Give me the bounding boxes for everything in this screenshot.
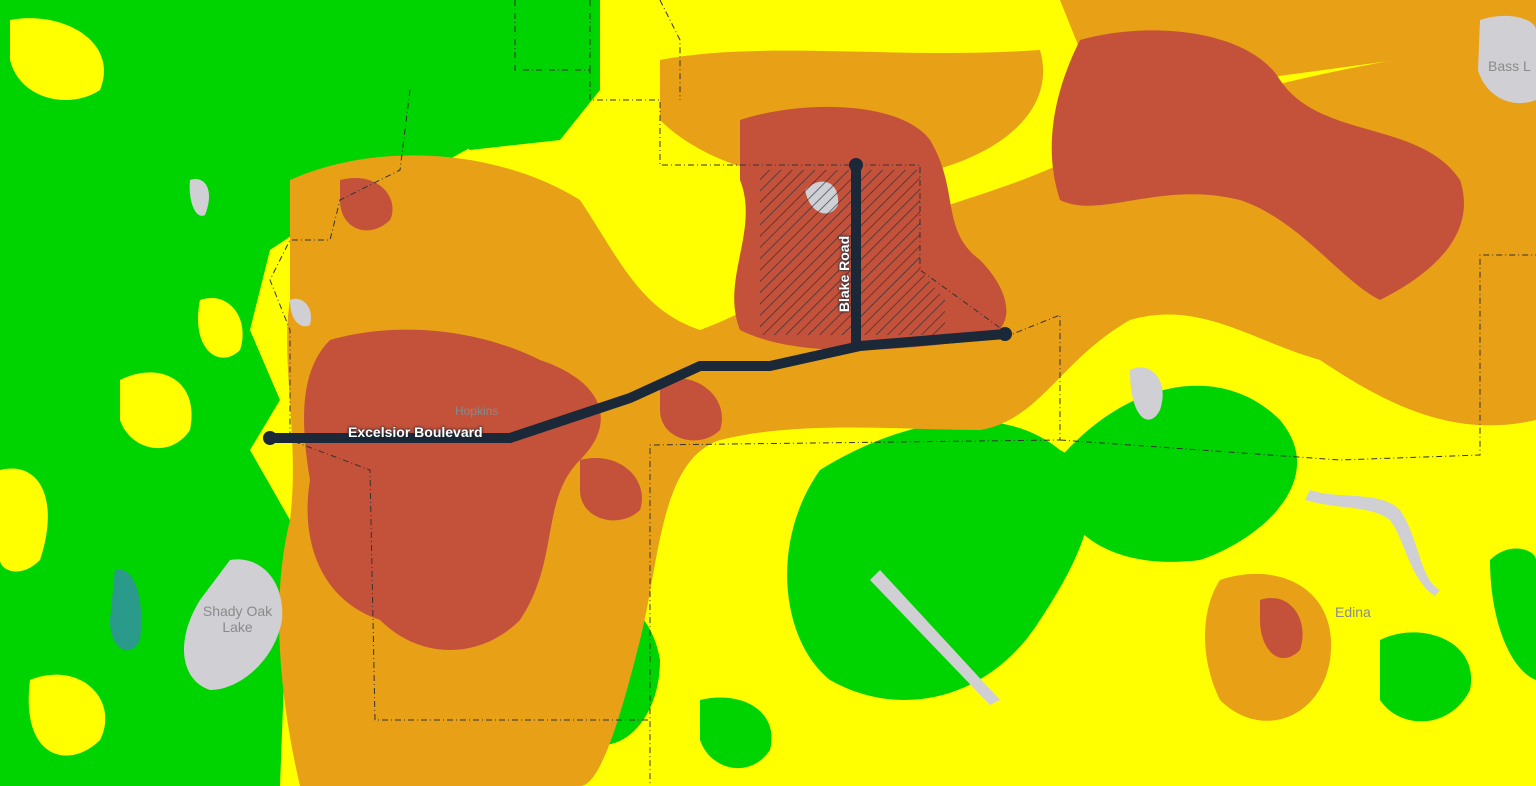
road-label-excelsior-boulevard: Excelsior Boulevard — [348, 424, 483, 440]
route-endpoint-west — [263, 431, 277, 445]
bass-lake — [1478, 15, 1536, 104]
wetland — [110, 569, 142, 651]
road-label-blake-road: Blake Road — [836, 235, 853, 313]
place-label-bass-lake: Bass L — [1488, 58, 1531, 74]
municipal-boundaries — [269, 0, 1536, 786]
place-label-shady-oak-lake: Shady Oak Lake — [202, 603, 273, 635]
place-label-hopkins: Hopkins — [455, 404, 499, 418]
yellow-patches — [0, 18, 243, 756]
water-bodies — [183, 15, 1536, 705]
place-label-edina: Edina — [1335, 604, 1371, 620]
route-endpoint-east — [998, 327, 1012, 341]
road-network — [265, 160, 1010, 443]
shady-oak-lake — [183, 559, 283, 690]
route-endpoint-north — [849, 158, 863, 172]
